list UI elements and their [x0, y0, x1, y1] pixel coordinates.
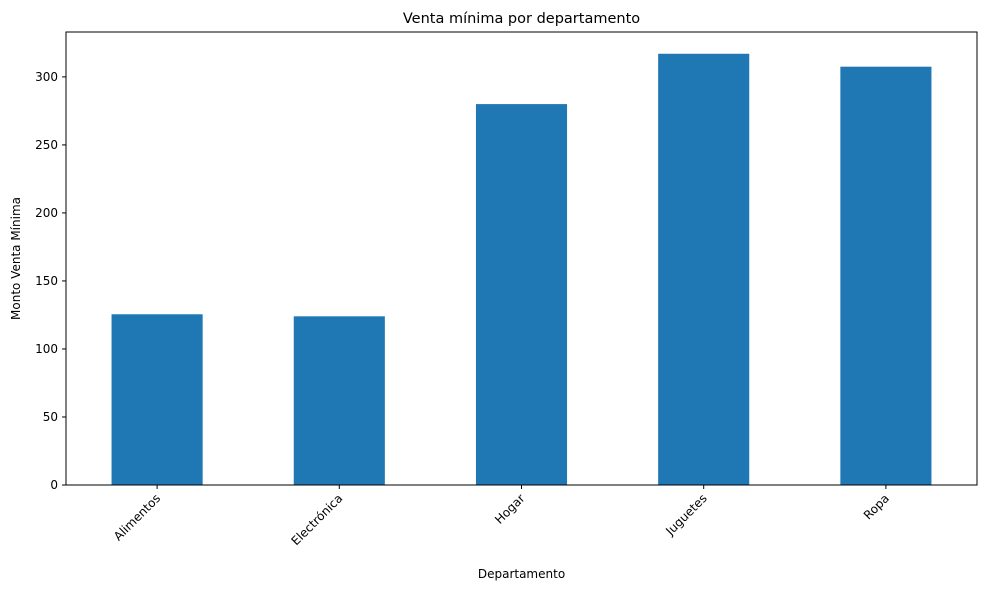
y-tick-label: 300 — [35, 70, 58, 84]
x-axis-label: Departamento — [478, 567, 565, 581]
y-tick-label: 200 — [35, 206, 58, 220]
bars-group — [111, 53, 932, 486]
y-tick-label: 0 — [50, 478, 58, 492]
y-tick-label: 50 — [43, 410, 58, 424]
y-tick-label: 100 — [35, 342, 58, 356]
bar-electronica — [293, 316, 385, 485]
y-tick-label: 250 — [35, 138, 58, 152]
bar-juguetes — [658, 53, 750, 485]
y-tick-label: 150 — [35, 274, 58, 288]
y-axis-label: Monto Venta Mínima — [9, 197, 23, 320]
bar-ropa — [840, 66, 932, 486]
chart-title: Venta mínima por departamento — [403, 11, 640, 27]
plot-frame — [65, 31, 978, 486]
bar-alimentos — [111, 314, 203, 485]
y-axis-ticks: 0 50 100 150 200 250 300 — [35, 70, 66, 492]
bar-hogar — [475, 104, 568, 486]
